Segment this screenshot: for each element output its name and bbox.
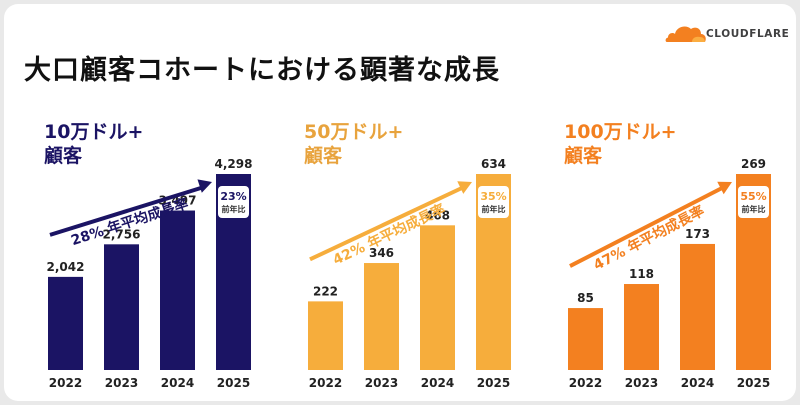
yoy-label: 前年比	[742, 204, 766, 214]
cloudflare-logo: CLOUDFLARE	[664, 18, 790, 48]
bar-2024	[160, 210, 195, 370]
growth-arrow-line	[49, 185, 205, 237]
bar-2023	[624, 284, 659, 370]
growth-arrow-head	[717, 181, 732, 195]
year-label-2024: 2024	[421, 376, 454, 390]
growth-arrow-head	[457, 181, 472, 194]
bar-2022	[48, 276, 83, 370]
year-label-2025: 2025	[737, 376, 770, 390]
heading-line-2: 顧客	[304, 145, 343, 167]
growth-arrow-line	[569, 185, 725, 268]
year-label-2023: 2023	[105, 376, 138, 390]
bar-2024	[680, 243, 715, 370]
yoy-badge	[478, 186, 509, 218]
value-label-2025: 4,298	[215, 157, 253, 171]
yoy-badge	[218, 186, 249, 218]
heading-line-2: 顧客	[564, 145, 603, 167]
bar-2023	[104, 244, 139, 370]
year-label-2024: 2024	[161, 376, 194, 390]
chart-panel-100k: 10万ドル+ 顧客 2,042 2022 2,756 2023 3,497 2024 4,2…	[24, 114, 274, 399]
year-label-2022: 2022	[309, 376, 342, 390]
yoy-label: 前年比	[222, 204, 246, 214]
yoy-value: 55%	[740, 190, 766, 203]
growth-arrow-head	[197, 179, 212, 193]
slide: CLOUDFLARE 大口顧客コホートにおける顕著な成長 10万ドル+ 顧客 2…	[4, 4, 796, 401]
bar-2022	[308, 301, 343, 370]
bar-2023	[364, 263, 399, 370]
yoy-label: 前年比	[482, 204, 506, 214]
year-label-2023: 2023	[365, 376, 398, 390]
value-label-2023: 346	[369, 246, 394, 260]
value-label-2022: 222	[313, 284, 338, 298]
cloud-icon	[665, 26, 706, 42]
year-label-2025: 2025	[217, 376, 250, 390]
year-label-2025: 2025	[477, 376, 510, 390]
chart-panel-1m: 100万ドル+ 顧客 85 2022 118 2023 173 2024 269 2025 47…	[544, 114, 794, 399]
value-label-2024: 173	[685, 227, 710, 241]
value-label-2022: 2,042	[47, 260, 85, 274]
panel-heading: 10万ドル+ 顧客	[44, 120, 143, 168]
value-label-2025: 269	[741, 157, 766, 171]
year-label-2024: 2024	[681, 376, 714, 390]
yoy-value: 35%	[480, 190, 506, 203]
yoy-value: 23%	[220, 190, 246, 203]
panel-heading: 100万ドル+ 顧客	[564, 120, 677, 168]
heading-line-1: 50万ドル+	[304, 121, 404, 143]
value-label-2024: 468	[425, 208, 450, 222]
logo-wordmark: CLOUDFLARE	[706, 28, 790, 40]
yoy-badge	[738, 186, 769, 218]
value-label-2023: 118	[629, 267, 654, 281]
growth-arrow-line	[309, 185, 465, 262]
year-label-2022: 2022	[569, 376, 602, 390]
bar-2024	[420, 225, 455, 370]
year-label-2022: 2022	[49, 376, 82, 390]
value-label-2025: 634	[481, 157, 506, 171]
value-label-2022: 85	[577, 291, 594, 305]
heading-line-2: 顧客	[44, 145, 83, 167]
year-label-2023: 2023	[625, 376, 658, 390]
bar-chart-100k: 2,04220222,75620233,49720244,298202528% …	[47, 157, 253, 390]
value-label-2023: 2,756	[103, 227, 141, 241]
heading-line-1: 100万ドル+	[564, 121, 677, 143]
panel-heading: 50万ドル+ 顧客	[304, 120, 403, 168]
chart-panel-500k: 50万ドル+ 顧客 222 2022 346 2023 468 2024 634 2025 42…	[284, 114, 534, 399]
slide-title: 大口顧客コホートにおける顕著な成長	[24, 55, 500, 86]
bar-2022	[568, 308, 603, 370]
heading-line-1: 10万ドル+	[44, 121, 144, 143]
